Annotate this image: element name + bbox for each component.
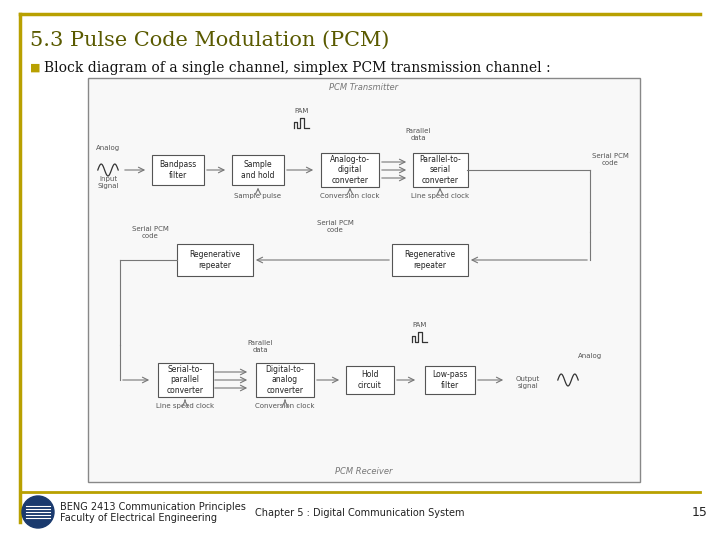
Bar: [346, 366, 394, 394]
Text: Regenerative
repeater: Regenerative repeater: [405, 251, 456, 269]
Text: PAM: PAM: [413, 322, 427, 328]
Bar: [158, 363, 212, 397]
Bar: [88, 78, 640, 482]
Bar: [232, 155, 284, 185]
Text: Analog: Analog: [578, 353, 602, 359]
Text: Serial PCM
code: Serial PCM code: [132, 226, 168, 239]
Bar: [177, 244, 253, 276]
Bar: [425, 366, 475, 394]
Text: Serial PCM
code: Serial PCM code: [592, 153, 629, 166]
Text: Chapter 5 : Digital Communication System: Chapter 5 : Digital Communication System: [256, 508, 464, 518]
Text: Sample
and hold: Sample and hold: [241, 160, 275, 180]
Bar: [256, 363, 314, 397]
Text: Line speed clock: Line speed clock: [411, 193, 469, 199]
Text: 5.3 Pulse Code Modulation (PCM): 5.3 Pulse Code Modulation (PCM): [30, 30, 390, 50]
Text: Analog-to-
digital
converter: Analog-to- digital converter: [330, 155, 370, 185]
Bar: [321, 153, 379, 187]
Text: Parallel
data: Parallel data: [405, 128, 431, 141]
Text: Parallel
data: Parallel data: [247, 340, 273, 353]
Text: Output
signal: Output signal: [516, 376, 540, 389]
Bar: [413, 153, 467, 187]
Text: Input
Signal: Input Signal: [97, 176, 119, 189]
Text: Regenerative
repeater: Regenerative repeater: [189, 251, 240, 269]
Text: BENG 2413 Communication Principles: BENG 2413 Communication Principles: [60, 502, 246, 512]
Text: Serial-to-
parallel
converter: Serial-to- parallel converter: [166, 365, 204, 395]
Text: Parallel-to-
serial
converter: Parallel-to- serial converter: [419, 155, 461, 185]
Text: 15: 15: [692, 507, 708, 519]
Text: PCM Transmitter: PCM Transmitter: [330, 84, 399, 92]
Text: Digital-to-
analog
converter: Digital-to- analog converter: [266, 365, 305, 395]
Text: Line speed clock: Line speed clock: [156, 403, 214, 409]
Text: Block diagram of a single channel, simplex PCM transmission channel :: Block diagram of a single channel, simpl…: [44, 61, 551, 75]
Text: Analog: Analog: [96, 145, 120, 151]
Bar: [152, 155, 204, 185]
Bar: [392, 244, 468, 276]
Text: Conversion clock: Conversion clock: [320, 193, 379, 199]
Text: Hold
circuit: Hold circuit: [358, 370, 382, 390]
Circle shape: [22, 496, 54, 528]
Text: PAM: PAM: [294, 108, 309, 114]
Text: PCM Receiver: PCM Receiver: [336, 468, 392, 476]
Text: Serial PCM
code: Serial PCM code: [317, 220, 354, 233]
Text: Faculty of Electrical Engineering: Faculty of Electrical Engineering: [60, 513, 217, 523]
Text: Bandpass
filter: Bandpass filter: [159, 160, 197, 180]
Text: Sample pulse: Sample pulse: [235, 193, 282, 199]
Text: Low-pass
filter: Low-pass filter: [432, 370, 468, 390]
Text: ■: ■: [30, 63, 40, 73]
Text: Conversion clock: Conversion clock: [256, 403, 315, 409]
